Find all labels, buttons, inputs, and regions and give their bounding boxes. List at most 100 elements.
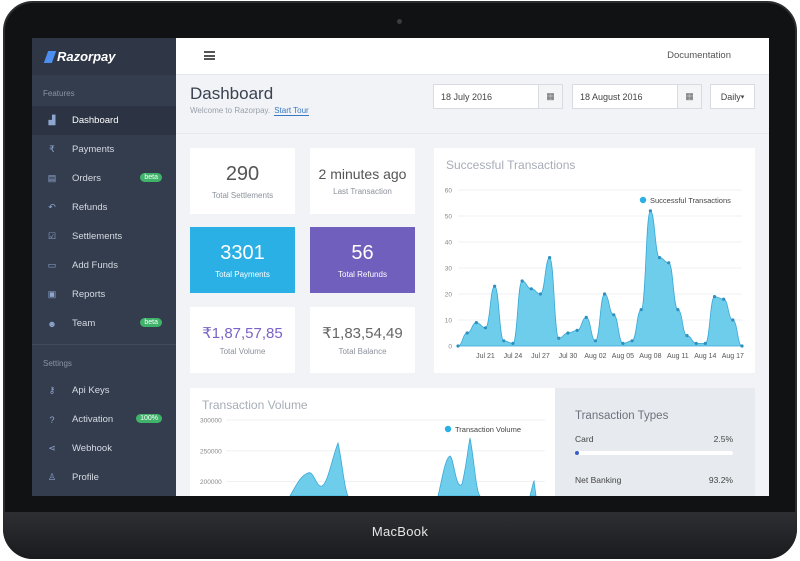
orders-icon: ▤ — [47, 173, 57, 183]
data-point — [593, 339, 598, 343]
chart-title: Transaction Volume — [202, 398, 308, 412]
chart-title: Successful Transactions — [446, 158, 576, 172]
stat-label: Total Refunds — [338, 269, 387, 279]
date-to-field[interactable]: 18 August 2016 ▦ — [572, 84, 702, 109]
successful-transactions-chart: 0 10 20 30 40 50 60 Jul 21 Jul 24 Jul 27 Jul 30 Aug… — [445, 188, 744, 361]
transaction-volume-panel: Transaction Volume 150000200000250000300… — [190, 388, 555, 496]
start-tour-link[interactable]: Start Tour — [274, 106, 309, 116]
transaction-volume-chart: 150000200000250000300000Transaction Volu… — [200, 418, 545, 496]
sidebar-item-reports[interactable]: ▣ Reports — [32, 280, 176, 309]
type-name: Net Banking — [575, 475, 622, 485]
sidebar-item-label: Refunds — [72, 202, 108, 213]
y-tick-label: 10 — [445, 318, 453, 325]
topbar: Documentation — [176, 38, 769, 75]
sidebar-item-label: Add Funds — [72, 260, 118, 271]
data-point — [538, 292, 543, 296]
report-icon: ▣ — [47, 289, 57, 299]
status-badge: beta — [140, 173, 162, 182]
stat-value: 56 — [351, 241, 374, 264]
type-percent: 2.5% — [713, 434, 733, 444]
data-point — [602, 292, 607, 296]
data-point — [520, 279, 524, 283]
stat-value: ₹1,83,54,49 — [322, 325, 403, 342]
features-section-label: Features — [43, 89, 75, 98]
status-badge: 100% — [136, 414, 162, 423]
menu-icon[interactable] — [204, 51, 215, 60]
sidebar-item-profile[interactable]: ♙ Profile — [32, 463, 176, 492]
data-point — [694, 341, 698, 345]
y-tick-label: 20 — [445, 292, 453, 299]
stat-card-volume: ₹1,87,57,85 Total Volume — [190, 307, 295, 373]
data-point — [722, 297, 726, 301]
sidebar-item-add-funds[interactable]: ▭ Add Funds — [32, 251, 176, 280]
data-point — [456, 344, 460, 348]
stat-value: 3301 — [220, 241, 265, 264]
stat-card-refunds: 56 Total Refunds — [310, 227, 415, 293]
data-point — [703, 341, 707, 345]
status-badge: beta — [140, 318, 162, 327]
features-nav: ▟ Dashboard ₹ Payments ▤ Orders beta ↶ Refunds ☑ S… — [32, 106, 176, 338]
calendar-icon[interactable]: ▦ — [538, 85, 562, 108]
app-logo[interactable]: Razorpay — [32, 38, 176, 75]
main-content: Dashboard Welcome to Razorpay. Start Tour… — [176, 75, 769, 496]
type-percent: 93.2% — [708, 475, 733, 485]
x-tick-label: Aug 02 — [584, 353, 606, 360]
data-point — [483, 326, 488, 330]
data-point — [502, 339, 506, 343]
sidebar-item-dashboard[interactable]: ▟ Dashboard — [32, 106, 176, 135]
sidebar-item-payments[interactable]: ₹ Payments — [32, 135, 176, 164]
sidebar-item-refunds[interactable]: ↶ Refunds — [32, 193, 176, 222]
sidebar-item-label: Settlements — [72, 231, 123, 242]
transaction-types-panel: Transaction Types Card 2.5% Net Banking … — [555, 388, 755, 496]
x-tick-label: Jul 21 — [476, 353, 495, 360]
data-point — [575, 328, 579, 332]
data-point — [557, 336, 561, 340]
series-area — [457, 210, 743, 347]
data-point — [621, 341, 625, 345]
sidebar-item-settlements[interactable]: ☑ Settlements — [32, 222, 176, 251]
sidebar-item-api-keys[interactable]: ⚷ Api Keys — [32, 376, 176, 405]
stat-card-payments: 3301 Total Payments — [190, 227, 295, 293]
documentation-link[interactable]: Documentation — [667, 50, 731, 61]
data-point — [493, 284, 497, 288]
legend-marker-icon — [444, 425, 452, 433]
date-from-field[interactable]: 18 July 2016 ▦ — [433, 84, 563, 109]
logo-mark-icon — [43, 50, 57, 63]
chart-icon: ▟ — [48, 115, 56, 125]
sidebar-item-webhook[interactable]: ⋖ Webhook — [32, 434, 176, 463]
data-point — [712, 295, 717, 299]
interval-select[interactable]: Daily ▾ — [710, 84, 755, 109]
undo-icon: ↶ — [48, 202, 56, 212]
sidebar-item-label: Team — [72, 318, 96, 329]
sidebar-item-activation[interactable]: ? Activation 100% — [32, 405, 176, 434]
interval-value: Daily — [720, 91, 741, 102]
sidebar-item-team[interactable]: ☻ Team beta — [32, 309, 176, 338]
y-tick-label: 40 — [445, 240, 453, 247]
y-tick-label: 0 — [448, 344, 452, 351]
calendar-icon[interactable]: ▦ — [677, 85, 701, 108]
y-tick-label: 200000 — [200, 479, 222, 486]
type-row-netbanking: Net Banking 93.2% — [575, 475, 733, 485]
y-tick-label: 60 — [445, 188, 453, 195]
app-name: Razorpay — [57, 49, 116, 64]
x-tick-label: Aug 17 — [722, 353, 744, 360]
sidebar-item-orders[interactable]: ▤ Orders beta — [32, 164, 176, 193]
stat-label: Total Balance — [338, 347, 387, 356]
data-point — [740, 344, 744, 348]
sidebar-item-label: Orders — [72, 173, 102, 184]
stat-card-balance: ₹1,83,54,49 Total Balance — [310, 307, 415, 373]
sidebar-item-label: Dashboard — [72, 115, 119, 126]
date-to-value: 18 August 2016 — [580, 91, 643, 102]
data-point — [639, 308, 643, 312]
series-area — [289, 437, 537, 496]
stat-label: Total Settlements — [211, 190, 274, 200]
successful-transactions-panel: Successful Transactions 0 10 20 30 40 50 60 Jul… — [434, 148, 755, 373]
transaction-types-title: Transaction Types — [575, 410, 669, 422]
x-tick-label: Jul 27 — [531, 353, 550, 360]
welcome-message: Welcome to Razorpay. — [190, 106, 271, 115]
header-divider — [176, 133, 769, 134]
screen: Razorpay Features ▟ Dashboard ₹ Payments ▤ Or… — [32, 38, 769, 496]
data-point — [685, 334, 689, 338]
data-point — [648, 209, 652, 213]
sidebar-item-label: Payments — [72, 144, 115, 155]
